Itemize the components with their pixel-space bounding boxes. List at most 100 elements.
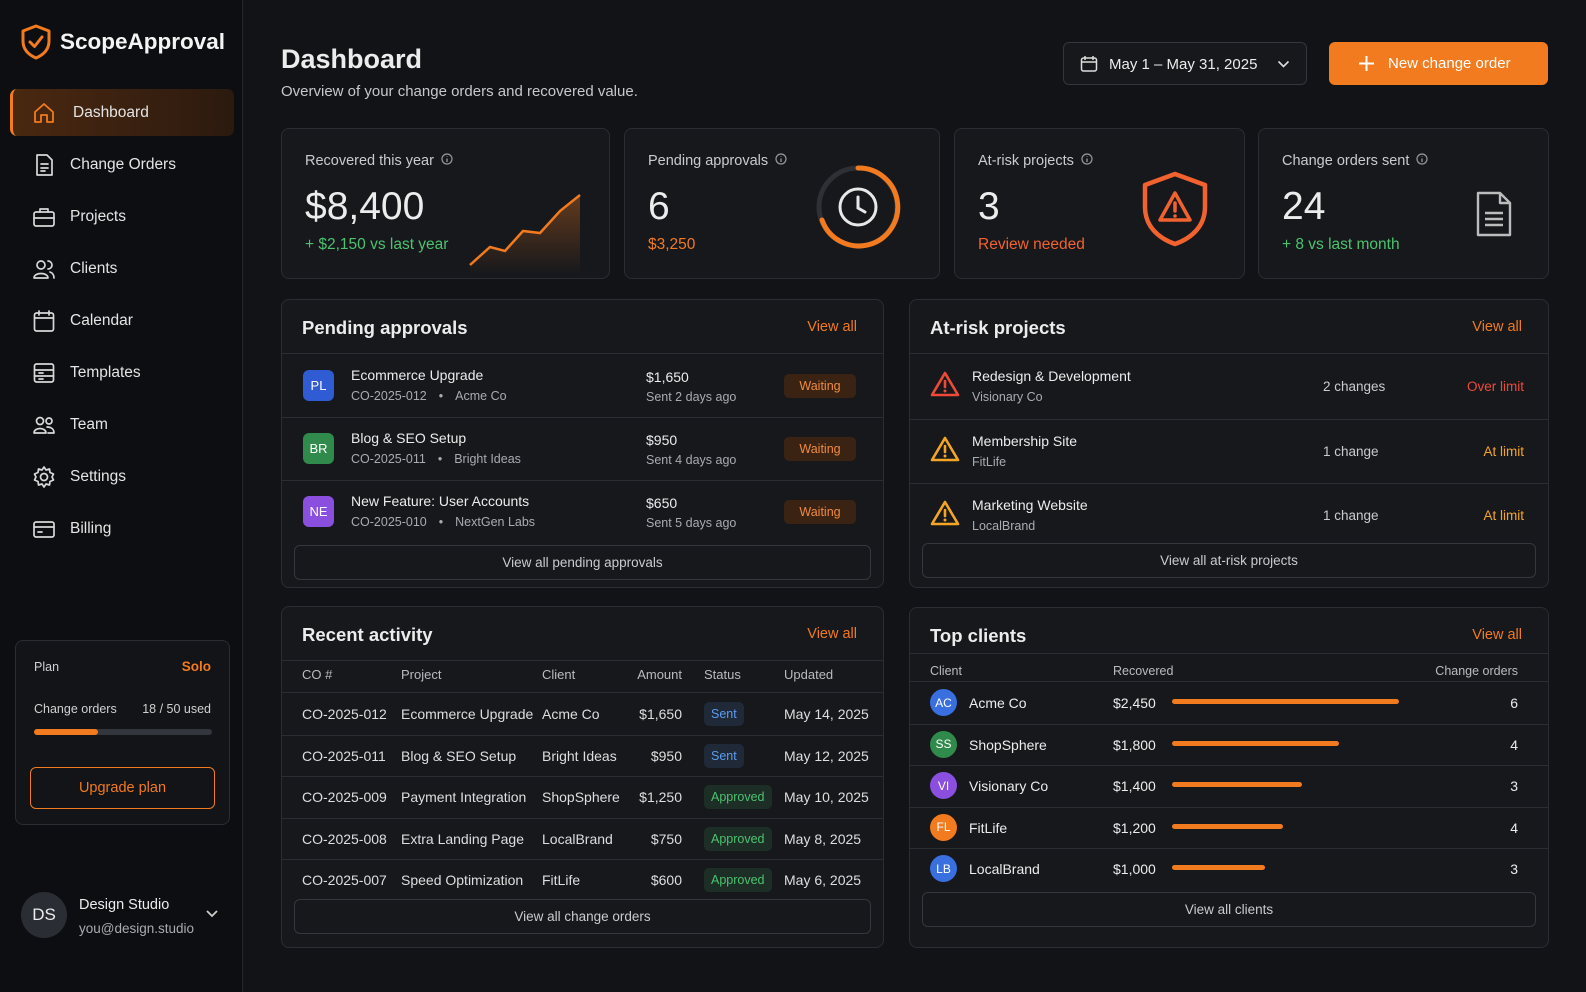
recovered-value: $2,450 [1113, 695, 1156, 711]
change-order-count: 4 [1510, 736, 1518, 753]
nav-item[interactable]: Team [10, 401, 234, 448]
icon-shape [943, 518, 947, 522]
warning-icon [930, 435, 960, 468]
icon-shape [33, 208, 55, 227]
kpi-card: At-risk projects 3 Review needed [954, 128, 1245, 279]
icon-shape [36, 154, 53, 176]
footer-button[interactable]: View all pending approvals [294, 545, 871, 580]
nav-label: Dashboard [73, 103, 149, 121]
table-cell: Blog & SEO Setup [401, 747, 517, 764]
info-icon [441, 153, 453, 169]
divider [282, 480, 883, 481]
kpi-note: + 8 vs last month [1282, 236, 1400, 253]
kpi-note: + $2,150 vs last year [305, 236, 449, 253]
upgrade-button[interactable]: Upgrade plan [30, 767, 215, 809]
warning-icon [930, 370, 960, 403]
page-subtitle: Overview of your change orders and recov… [281, 83, 638, 100]
view-all-link[interactable]: View all [807, 319, 857, 335]
project-client: LocalBrand [972, 519, 1036, 533]
column-header: Amount [637, 667, 682, 682]
kpi-card: Recovered this year $8,400 + $2,150 vs las… [281, 128, 610, 279]
table-cell: CO-2025-011 [302, 747, 386, 764]
icon-shape [34, 103, 54, 123]
recovered-value: $1,200 [1113, 819, 1156, 836]
nav-item[interactable]: Clients [10, 245, 234, 292]
column-header: Client [930, 664, 962, 678]
user-email: you@design.studio [79, 921, 195, 936]
footer-button[interactable]: View all change orders [294, 899, 871, 934]
co-sent: Sent 2 days ago [646, 390, 737, 404]
table-cell: CO-2025-007 [302, 872, 387, 889]
nav-label: Billing [70, 519, 112, 537]
approval-row[interactable]: NE New Feature: User Accounts CO-2025-010 •… [282, 480, 883, 543]
project-name: Membership Site [972, 432, 1078, 449]
nav-item[interactable]: Projects [10, 193, 234, 240]
table-cell: Ecommerce Upgrade [401, 706, 534, 722]
divider [910, 806, 1548, 808]
kpi-card: Pending approvals 6 $3,250 [624, 128, 940, 279]
view-all-link[interactable]: View all [1472, 319, 1522, 335]
co-name: Ecommerce Upgrade [351, 367, 484, 383]
avatar: VI [930, 772, 957, 800]
approval-row[interactable]: PL Ecommerce Upgrade CO-2025-012 • Acme Co $1… [282, 354, 883, 417]
column-header: Updated [784, 667, 834, 682]
footer-button[interactable]: View all at-risk projects [922, 543, 1536, 578]
table-cell: $600 [650, 872, 682, 889]
divider [910, 653, 1548, 654]
at-risk-row[interactable]: Marketing Website LocalBrand 1 change At li… [910, 483, 1548, 547]
usage-track [34, 729, 212, 735]
plus-icon [1359, 56, 1374, 71]
at-risk-row[interactable]: Membership Site FitLife 1 change At limit [910, 418, 1548, 483]
plan-label: Plan [34, 660, 60, 674]
icon-shape [33, 369, 55, 380]
table-cell: May 12, 2025 [784, 747, 869, 764]
divider [282, 353, 883, 354]
kpi-value: 3 [978, 185, 1000, 228]
at-risk-panel: At-risk projects View all Redesign & Devel… [909, 299, 1549, 588]
view-all-link[interactable]: View all [807, 626, 857, 642]
nav-item[interactable]: Dashboard [10, 89, 234, 136]
date-range-picker[interactable]: May 1 – May 31, 2025 [1063, 42, 1307, 85]
nav-item[interactable]: Templates [10, 349, 234, 396]
brand-logo [21, 24, 51, 60]
icon-shape [469, 194, 581, 266]
divider [282, 692, 883, 693]
nav-label: Team [70, 415, 108, 433]
new-change-order-button[interactable]: New change order [1329, 42, 1548, 85]
footer-button[interactable]: View all clients [922, 892, 1536, 927]
table-cell: $750 [650, 830, 682, 847]
table-cell: Extra Landing Page [401, 830, 524, 847]
icon-shape [1476, 191, 1512, 237]
icon-shape [21, 24, 51, 60]
nav-item[interactable]: Change Orders [10, 141, 234, 188]
date-range: May 1 – May 31, 2025 [1109, 56, 1258, 73]
kpi-card: Change orders sent 24 + 8 vs last month [1258, 128, 1549, 279]
client-name: ShopSphere [969, 736, 1047, 753]
nav-item[interactable]: Calendar [10, 297, 234, 344]
co-meta: CO-2025-012 • Acme Co [351, 389, 507, 403]
co-amount: $1,650 [646, 369, 689, 385]
nav-label: Clients [70, 259, 118, 277]
nav-item[interactable]: Billing [10, 505, 234, 552]
icon-shape [775, 153, 787, 165]
avatar: PL [303, 370, 334, 401]
icon-shape [930, 371, 960, 397]
plan-box: Plan Solo Change orders 18 / 50 used Upg… [15, 640, 230, 825]
user-menu-chevron[interactable] [205, 909, 219, 919]
table-cell: CO-2025-009 [302, 789, 387, 806]
nav-label: Templates [70, 363, 141, 381]
divider [910, 723, 1548, 725]
nav-item[interactable]: Settings [10, 453, 234, 500]
client-name: FitLife [969, 819, 1008, 836]
view-all-link[interactable]: View all [1472, 627, 1522, 643]
approval-row[interactable]: BR Blog & SEO Setup CO-2025-011 • Bright Ide… [282, 417, 883, 480]
top-clients-panel: Top clients View all Client Recovered Change… [909, 607, 1549, 948]
co-client: Acme Co [455, 389, 507, 403]
icon-shape [1277, 60, 1290, 68]
at-risk-row[interactable]: Redesign & Development Visionary Co 2 chan… [910, 354, 1548, 418]
icon-shape [838, 187, 878, 227]
icon-shape [33, 416, 55, 434]
icon-shape [35, 416, 45, 426]
